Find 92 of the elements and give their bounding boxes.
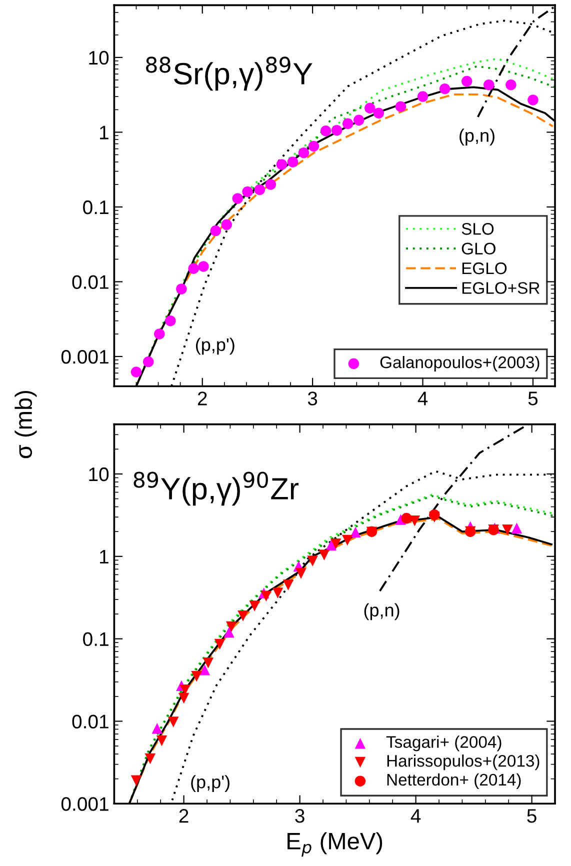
legend-label: SLO <box>462 223 494 235</box>
y-tick-label: 10 <box>89 467 109 482</box>
point <box>326 540 337 550</box>
y-tick-label: 10 <box>89 50 109 65</box>
point <box>214 638 226 650</box>
point <box>282 580 294 590</box>
y-tick-label: 0.01 <box>72 275 108 289</box>
point <box>238 610 248 622</box>
text: $^{89}$Y(p,γ)$^{90}$Zr <box>134 472 299 506</box>
legend-label: Galanopoulos+(2003) <box>380 356 540 372</box>
annotation: (p,p') <box>196 338 234 355</box>
point <box>417 91 428 102</box>
y-tick-label: 0.001 <box>61 797 108 811</box>
point <box>144 753 156 764</box>
point <box>364 102 376 114</box>
annotation: (p,p') <box>191 775 230 792</box>
point <box>154 328 165 340</box>
point <box>296 568 306 579</box>
point <box>484 79 494 90</box>
legend-label: Harissopulos+(2013) <box>387 754 540 770</box>
point <box>191 671 202 682</box>
point <box>199 664 210 676</box>
point <box>188 263 199 274</box>
x-tick-label: 4 <box>410 809 421 823</box>
annotation: (p,n) <box>460 128 494 146</box>
point <box>330 538 342 550</box>
text: $^{88}$Sr(p,γ)$^{89}$Y <box>146 56 312 91</box>
point <box>130 775 142 786</box>
point <box>320 126 332 136</box>
point <box>178 692 190 704</box>
y-tick-label: 0.1 <box>83 632 108 646</box>
point <box>272 588 284 598</box>
point <box>152 722 162 734</box>
point <box>342 118 354 130</box>
point <box>373 108 384 119</box>
point <box>502 524 513 536</box>
x-tick-label: 2 <box>179 809 188 823</box>
x-tick-label: 5 <box>527 809 536 823</box>
x-tick-label: 3 <box>308 392 318 406</box>
legend-label: EGLO <box>462 262 507 274</box>
y-tick-label: 0.1 <box>83 200 108 214</box>
point <box>308 140 320 152</box>
point <box>142 356 154 368</box>
point <box>260 590 272 602</box>
point <box>198 261 209 272</box>
point <box>156 735 168 746</box>
point <box>226 621 237 632</box>
point <box>298 147 310 158</box>
point <box>224 626 234 638</box>
point <box>242 186 253 198</box>
y-tick-label: 1 <box>100 126 108 140</box>
legend-label: Netterdon+ (2014) <box>387 773 521 789</box>
legend-label: GLO <box>462 242 496 255</box>
point <box>168 716 179 728</box>
point <box>511 522 522 534</box>
point <box>342 534 353 546</box>
point <box>210 225 221 236</box>
point <box>428 509 440 520</box>
point <box>265 179 276 190</box>
annotation: (p,n) <box>364 603 400 620</box>
legend-label: EGLO+SR <box>462 282 540 294</box>
point <box>176 284 187 294</box>
point <box>232 193 244 204</box>
y-axis-title: σ (mb) <box>14 390 37 458</box>
point <box>461 76 472 87</box>
point <box>331 124 342 136</box>
point <box>506 79 516 90</box>
y-tick-label: 0.001 <box>61 350 108 364</box>
point <box>350 526 361 538</box>
y-tick-label: 1 <box>100 550 108 564</box>
x-tick-label: 2 <box>198 392 207 406</box>
point <box>254 184 266 196</box>
x-tick-label: 3 <box>295 809 304 823</box>
point <box>528 94 538 106</box>
point <box>165 315 176 326</box>
point <box>318 550 330 560</box>
legend-label: Tsagari+ (2004) <box>386 736 502 752</box>
point <box>130 366 142 378</box>
point <box>287 156 298 168</box>
x-tick-label: 4 <box>418 392 428 406</box>
point <box>401 512 412 524</box>
point <box>439 83 450 94</box>
point <box>395 101 406 112</box>
point <box>353 114 364 126</box>
x-tick-label: 5 <box>528 392 538 406</box>
point <box>249 600 260 612</box>
x-axis-title: E$_{p}$ (MeV) <box>288 832 382 857</box>
y-tick-label: 0.01 <box>72 714 108 728</box>
point <box>221 219 232 230</box>
point <box>202 658 214 668</box>
point <box>307 556 318 566</box>
point <box>276 159 288 170</box>
